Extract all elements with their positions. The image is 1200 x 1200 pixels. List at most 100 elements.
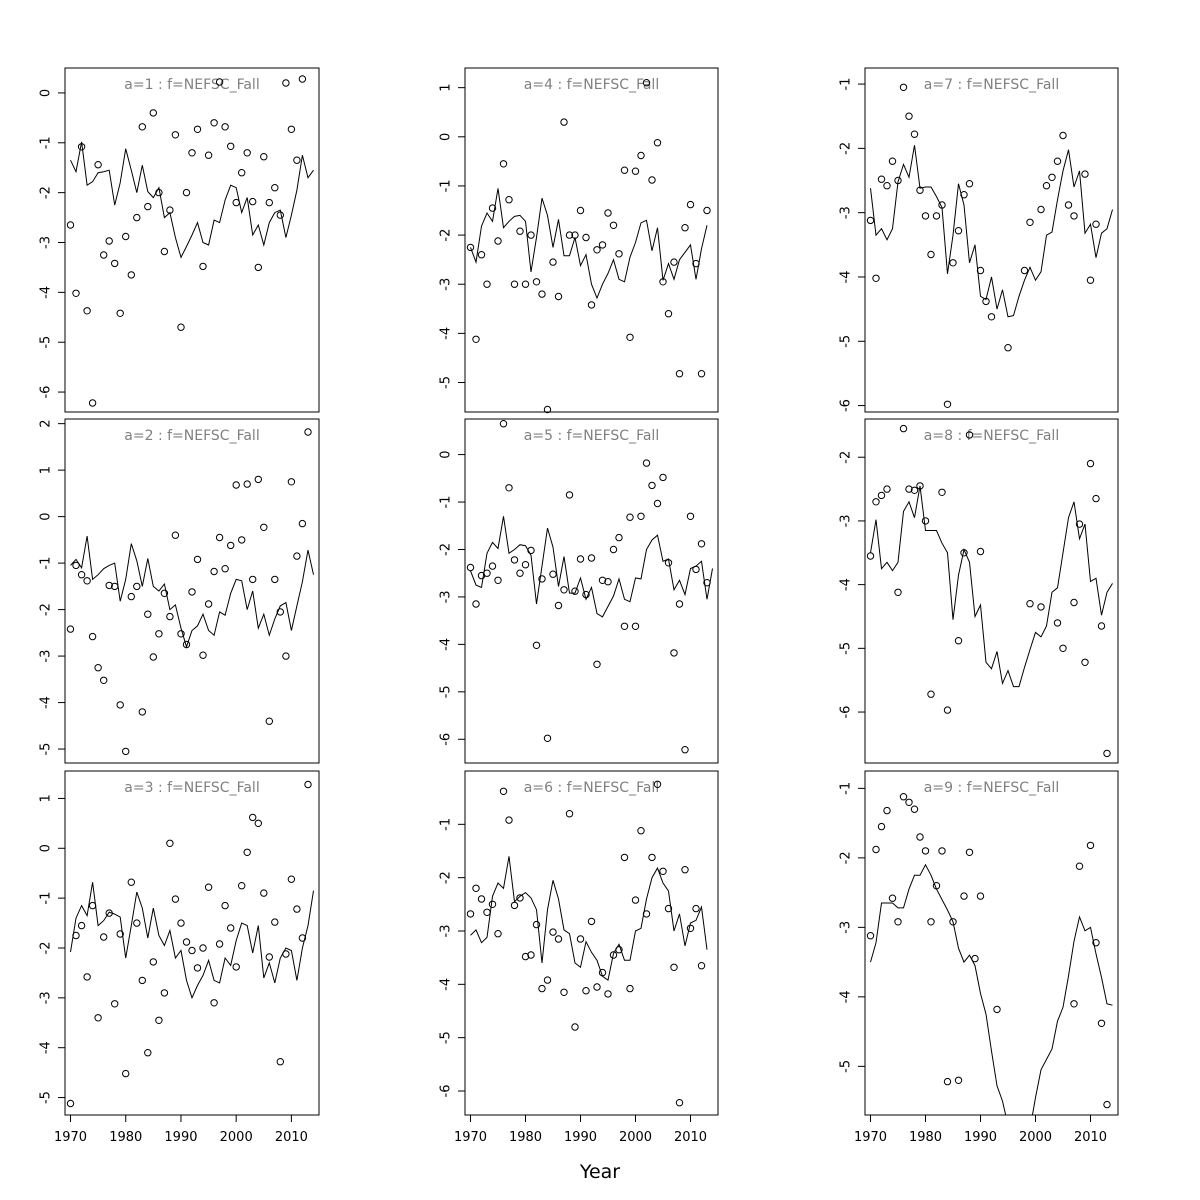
data-point (615, 533, 623, 542)
data-point (916, 482, 924, 490)
panel-title: a=9 : f=NEFSC_Fall (924, 780, 1059, 796)
model-line (870, 145, 1113, 318)
data-point (298, 934, 307, 942)
y-tick-label: -3 (439, 925, 454, 938)
y-tick-label: -3 (39, 991, 54, 1004)
y-tick-label: -6 (839, 706, 854, 719)
data-point (271, 575, 279, 584)
data-point (1075, 862, 1084, 870)
data-point (543, 976, 552, 984)
data-point (166, 206, 174, 214)
data-point (653, 780, 662, 788)
data-point (976, 266, 985, 275)
data-point (488, 562, 497, 570)
data-point (122, 747, 130, 756)
data-point (686, 200, 695, 209)
data-point (664, 559, 673, 567)
panel-3: a=3 : f=NEFSC_Fall -5 -4 -3 -2 -1 0 1 1970 1980 19… (39, 770, 320, 1145)
data-point (670, 258, 678, 266)
data-point (560, 988, 568, 996)
x-tick-label: 1980 (109, 1130, 142, 1145)
data-point (593, 246, 601, 254)
data-point (576, 555, 585, 563)
data-point (238, 882, 246, 890)
data-point (260, 523, 268, 531)
data-point (664, 904, 673, 913)
data-point (254, 819, 262, 827)
data-point (199, 944, 207, 952)
data-point (659, 867, 667, 875)
data-point (921, 847, 930, 855)
data-point (993, 1005, 1001, 1014)
data-point (626, 984, 634, 993)
data-point (1086, 459, 1095, 468)
data-point (499, 160, 508, 168)
panel-title: a=2 : f=NEFSC_Fall (124, 428, 259, 444)
data-point (210, 999, 218, 1007)
data-point (100, 933, 108, 941)
data-point (681, 224, 689, 232)
data-point (664, 310, 673, 318)
data-point (877, 822, 886, 831)
data-point (659, 473, 667, 482)
data-point (532, 920, 541, 929)
data-point (204, 883, 213, 891)
data-point (877, 175, 886, 183)
y-tick-label: -5 (39, 336, 54, 349)
data-point (883, 182, 891, 190)
data-point (938, 201, 946, 209)
data-point (287, 875, 296, 883)
x-tick-label: 1990 (964, 1130, 997, 1145)
data-point (227, 142, 235, 151)
y-tick-label: -5 (439, 1031, 454, 1044)
data-point (472, 600, 480, 608)
data-point (510, 556, 519, 564)
data-point (670, 963, 678, 971)
y-tick-label: -1 (39, 892, 54, 905)
data-point (499, 787, 508, 795)
y-tick-label: -3 (839, 206, 854, 219)
data-point (527, 546, 535, 555)
data-point (138, 123, 147, 131)
data-point (626, 513, 634, 521)
model-line (470, 856, 708, 981)
data-point (965, 848, 974, 856)
y-tick-label: -5 (839, 1060, 854, 1073)
data-point (232, 198, 240, 207)
data-point (188, 588, 196, 596)
x-tick-label: 1990 (164, 1130, 197, 1145)
data-point (276, 1058, 284, 1066)
data-point (921, 212, 930, 220)
data-point (692, 904, 700, 913)
x-tick-label: 1970 (854, 1130, 887, 1145)
data-point (221, 901, 229, 910)
data-point (932, 212, 941, 220)
y-tick-label: 0 (39, 512, 54, 520)
data-point (88, 399, 97, 407)
data-point (954, 1076, 963, 1085)
data-point (66, 625, 75, 633)
data-point (681, 866, 689, 874)
data-point (692, 565, 700, 574)
data-point (249, 813, 257, 822)
data-point (1086, 276, 1095, 284)
data-point (697, 962, 706, 970)
data-point (1048, 173, 1056, 182)
data-point (604, 578, 612, 586)
panel-title: a=4 : f=NEFSC_Fall (524, 77, 659, 93)
data-point (510, 280, 519, 288)
data-point (697, 370, 706, 378)
data-point (171, 895, 180, 903)
data-point (943, 1077, 952, 1086)
plot-frame (64, 770, 320, 1116)
data-point (155, 1016, 163, 1024)
data-point (488, 900, 497, 908)
data-point (626, 333, 634, 341)
data-point (866, 552, 875, 560)
data-point (642, 459, 651, 467)
plot-frame (464, 418, 719, 764)
panel-title: a=1 : f=NEFSC_Fall (124, 77, 259, 93)
y-tick-label: -5 (39, 1091, 54, 1104)
y-tick-label: -4 (839, 990, 854, 1003)
data-point (210, 119, 218, 127)
